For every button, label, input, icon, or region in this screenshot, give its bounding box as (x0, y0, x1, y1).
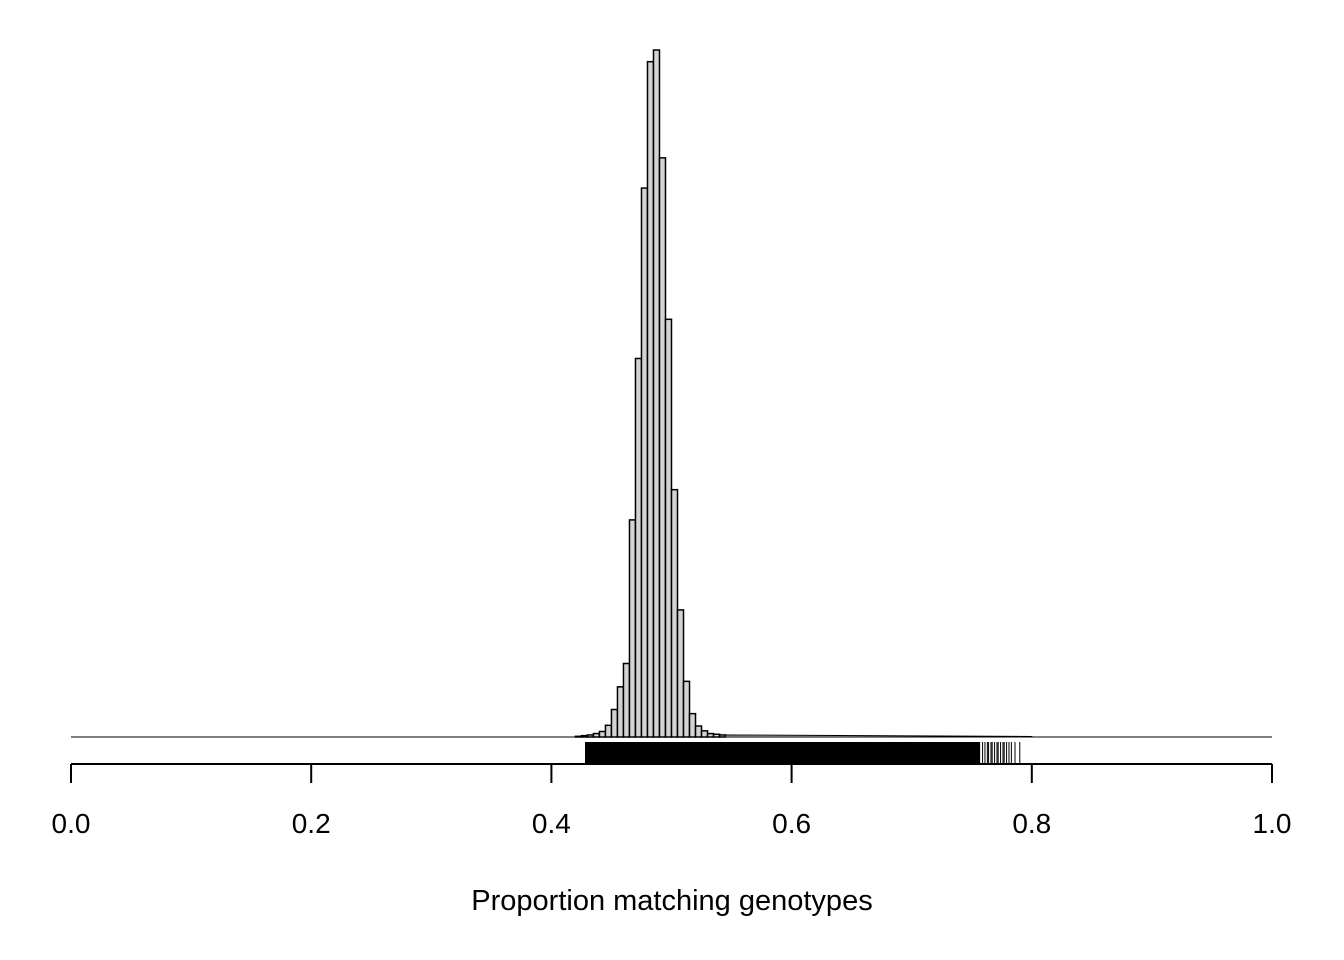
histogram-bar (682, 680, 691, 738)
x-tick-label: 0.2 (292, 808, 331, 839)
histogram-bar (676, 609, 685, 738)
histogram-bars (574, 49, 727, 738)
histogram-tail (725, 734, 1033, 738)
histogram-bar (610, 708, 619, 738)
x-tick-label: 0.6 (772, 808, 811, 839)
x-tick-label: 1.0 (1253, 808, 1292, 839)
histogram-bar (628, 519, 637, 738)
histogram-bar (694, 725, 703, 738)
histogram-bar (688, 712, 697, 738)
histogram-bar (616, 686, 625, 738)
histogram-bar (592, 732, 601, 738)
x-tick-label: 0.8 (1012, 808, 1051, 839)
histogram-bar (622, 662, 631, 738)
histogram-bar (640, 187, 649, 738)
x-axis-ticks: 0.0 0.2 0.4 0.6 0.8 1.0 (52, 764, 1292, 839)
histogram-bar (634, 357, 643, 738)
histogram-bar (652, 49, 661, 738)
histogram-bar (646, 60, 655, 738)
x-tick-label: 0.0 (52, 808, 91, 839)
histogram-tail-shape (725, 734, 1033, 738)
histogram-bar (604, 724, 613, 738)
rug-marks (585, 742, 1021, 764)
histogram-bar (706, 732, 715, 738)
x-axis-label: Proportion matching genotypes (471, 885, 872, 917)
histogram-bar (658, 157, 667, 738)
histogram-bar (670, 488, 679, 738)
x-tick-label: 0.4 (532, 808, 571, 839)
histogram-bar (664, 318, 673, 738)
rug-dense-band (585, 742, 981, 764)
x-axis: 0.0 0.2 0.4 0.6 0.8 1.0 (52, 763, 1292, 839)
histogram-bar (700, 730, 709, 738)
histogram-bar (598, 730, 607, 738)
